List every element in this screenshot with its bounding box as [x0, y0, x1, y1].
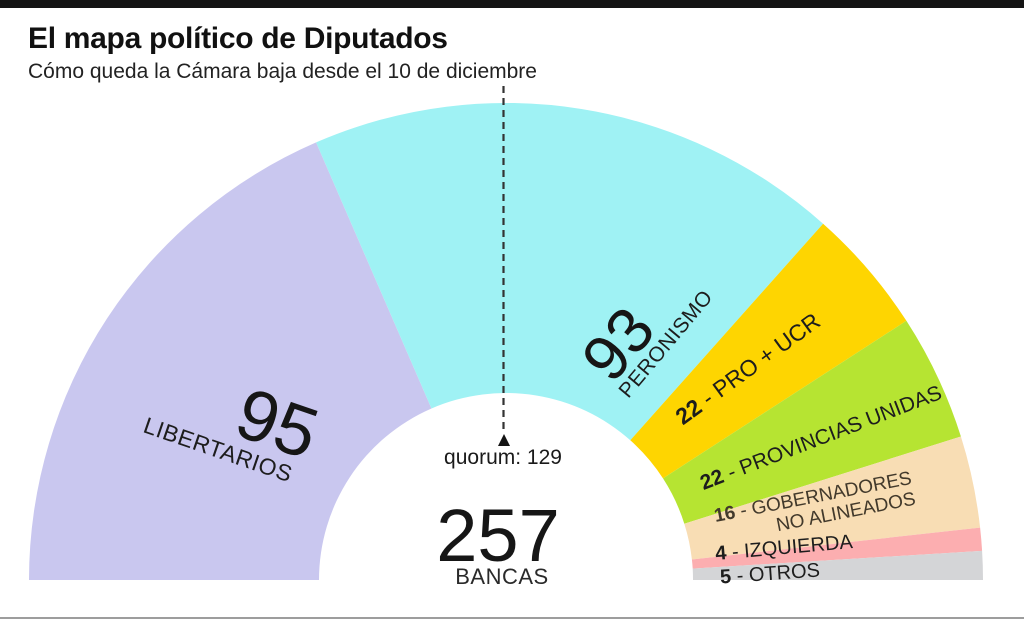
header: El mapa político de Diputados Cómo queda… — [28, 22, 537, 84]
page-title: El mapa político de Diputados — [28, 22, 448, 55]
quorum-arrow-icon — [498, 434, 510, 446]
bottom-divider — [0, 617, 1024, 619]
segment-otros — [692, 550, 983, 580]
segment-peronismo — [316, 102, 824, 441]
segment-izquierda — [691, 527, 983, 569]
top-bar — [0, 0, 1024, 8]
chart-segments — [28, 102, 983, 580]
segment-provincias-unidas — [663, 320, 961, 524]
segment-gobernadores-no-alineados — [684, 436, 981, 560]
segment-libertarios — [28, 142, 432, 580]
page-subtitle: Cómo queda la Cámara baja desde el 10 de… — [28, 60, 537, 83]
segment-pro-ucr — [630, 223, 907, 479]
quorum-marker — [498, 86, 510, 446]
